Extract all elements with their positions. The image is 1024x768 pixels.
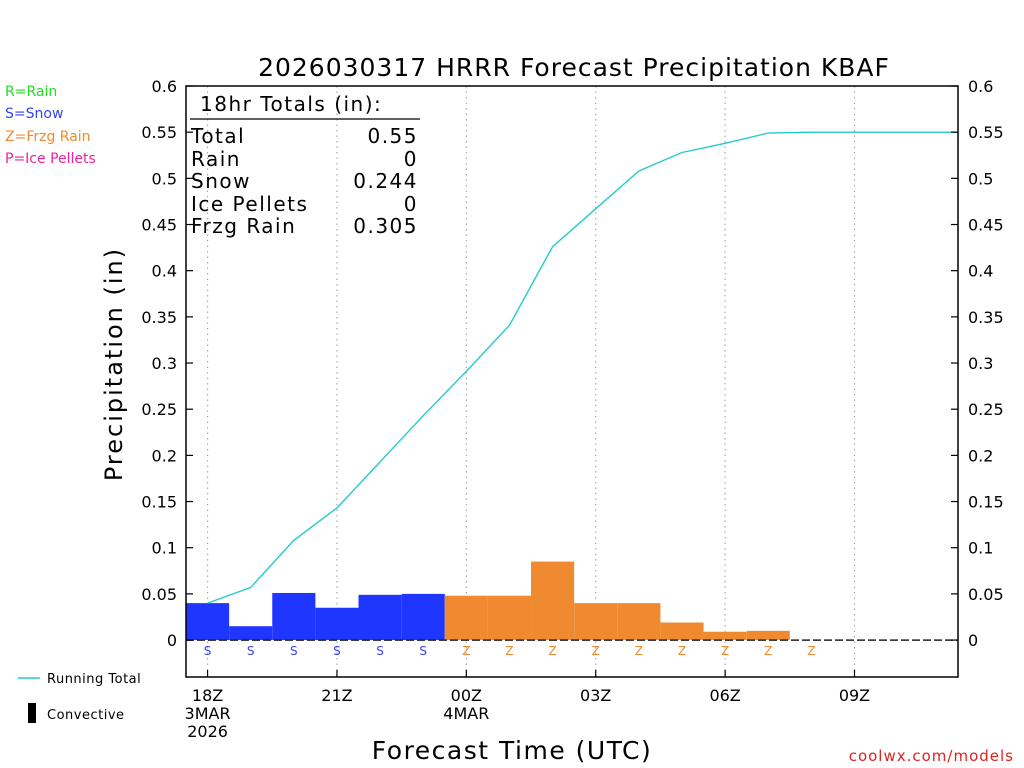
y-tick-label-left: 0.4	[152, 262, 177, 281]
running-total-line	[207, 131, 958, 604]
watermark: coolwx.com/models	[849, 747, 1014, 765]
ptype-letter: S	[376, 644, 384, 658]
x-tick-label: 18Z	[192, 686, 223, 705]
totals-value-snow: 0.244	[353, 169, 418, 193]
x-tick-label: 4MAR	[443, 704, 489, 723]
y-tick-label-right: 0.25	[968, 400, 1004, 419]
precip-bar	[746, 630, 790, 641]
precip-bar	[444, 595, 488, 641]
x-tick-label: 00Z	[451, 686, 482, 705]
y-tick-label-left: 0.2	[152, 446, 177, 465]
ptype-letter: Z	[462, 644, 470, 658]
ptype-letter: Z	[592, 644, 600, 658]
y-tick-label-right: 0.1	[968, 539, 993, 558]
precip-bar	[401, 593, 445, 641]
ptype-letter: Z	[635, 644, 643, 658]
y-tick-label-right: 0.4	[968, 262, 993, 281]
ptype-letter: S	[419, 644, 427, 658]
y-tick-label-right: 0.35	[968, 308, 1004, 327]
y-axis-ticks: 0 0 0.05 0.05 0.1 0.1 0.15 0.15 0.2 0.2 0.25 0.25 0.…	[141, 77, 1003, 650]
y-tick-label-right: 0.3	[968, 354, 993, 373]
totals-label-ice-pellets: Ice Pellets	[191, 192, 308, 216]
ptype-letter: S	[204, 644, 212, 658]
totals-label-total: Total	[190, 124, 245, 148]
totals-box: 18hr Totals (in): Total 0.55 Rain 0 Snow…	[190, 92, 420, 238]
y-tick-label-left: 0.05	[141, 585, 177, 604]
legend-frzg-rain: Z=Frzg Rain	[5, 129, 91, 145]
precip-bar	[574, 603, 618, 641]
ptype-letter: Z	[764, 644, 772, 658]
precip-bar	[229, 626, 273, 641]
ptype-letter: Z	[548, 644, 556, 658]
y-tick-label-left: 0.15	[141, 493, 177, 512]
y-tick-label-left: 0.6	[152, 77, 177, 96]
totals-label-rain: Rain	[191, 147, 241, 171]
precip-bar	[703, 631, 747, 641]
running-total-layer	[207, 131, 958, 604]
y-tick-label-left: 0.45	[141, 216, 177, 235]
y-tick-label-left: 0.55	[141, 123, 177, 142]
x-tick-label: 09Z	[839, 686, 870, 705]
ptype-letter: S	[333, 644, 341, 658]
totals-value-rain: 0	[404, 147, 418, 171]
convective-swatch	[28, 703, 36, 723]
legend-snow: S=Snow	[5, 106, 63, 122]
y-tick-label-left: 0	[167, 631, 177, 650]
totals-label-snow: Snow	[191, 169, 251, 193]
y-tick-label-left: 0.5	[152, 169, 177, 188]
y-tick-label-left: 0.35	[141, 308, 177, 327]
legend-ice-pellets: P=Ice Pellets	[5, 151, 96, 167]
y-tick-label-left: 0.3	[152, 354, 177, 373]
y-tick-label-right: 0.2	[968, 446, 993, 465]
totals-value-frzg-rain: 0.305	[353, 214, 418, 238]
legend-rain: R=Rain	[5, 84, 57, 100]
ptype-letter: Z	[678, 644, 686, 658]
series-legend: Running Total Convective	[18, 672, 141, 723]
hourly-bars	[186, 561, 958, 641]
ptype-legend: R=Rain S=Snow Z=Frzg Rain P=Ice Pellets	[5, 84, 96, 167]
y-tick-label-right: 0.45	[968, 216, 1004, 235]
y-tick-label-right: 0.55	[968, 123, 1004, 142]
y-tick-label-right: 0.05	[968, 585, 1004, 604]
ptype-letter: S	[290, 644, 298, 658]
chart-title: 2026030317 HRRR Forecast Precipitation K…	[258, 53, 890, 82]
precip-bar	[617, 603, 661, 641]
x-tick-label: 03Z	[580, 686, 611, 705]
y-tick-label-right: 0.5	[968, 169, 993, 188]
precip-bar	[531, 561, 575, 641]
x-axis-label: Forecast Time (UTC)	[372, 736, 652, 765]
ptype-letter: Z	[807, 644, 815, 658]
precip-bar	[186, 603, 230, 641]
running-total-legend-label: Running Total	[47, 672, 141, 687]
plot-frame	[185, 85, 959, 678]
convective-legend-label: Convective	[47, 708, 125, 723]
y-axis-label: Precipitation (in)	[100, 247, 128, 481]
precip-bar	[358, 594, 402, 641]
x-tick-label: 21Z	[321, 686, 352, 705]
totals-label-frzg-rain: Frzg Rain	[191, 214, 296, 238]
y-tick-label-left: 0.25	[141, 400, 177, 419]
precip-bar	[660, 622, 704, 641]
x-tick-label: 3MAR	[185, 704, 231, 723]
y-tick-label-right: 0.15	[968, 493, 1004, 512]
y-tick-label-left: 0.1	[152, 539, 177, 558]
y-tick-label-right: 0	[968, 631, 978, 650]
totals-value-total: 0.55	[367, 124, 418, 148]
x-tick-label: 2026	[187, 722, 228, 741]
totals-header: 18hr Totals (in):	[200, 92, 382, 116]
ptype-letter: S	[247, 644, 255, 658]
precip-bar	[272, 592, 316, 641]
ptype-letter: Z	[721, 644, 729, 658]
x-tick-label: 06Z	[709, 686, 740, 705]
ptype-letter: Z	[505, 644, 513, 658]
totals-value-ice-pellets: 0	[404, 192, 418, 216]
precip-bar	[487, 595, 532, 641]
precip-bar	[315, 607, 359, 641]
y-tick-label-right: 0.6	[968, 77, 993, 96]
